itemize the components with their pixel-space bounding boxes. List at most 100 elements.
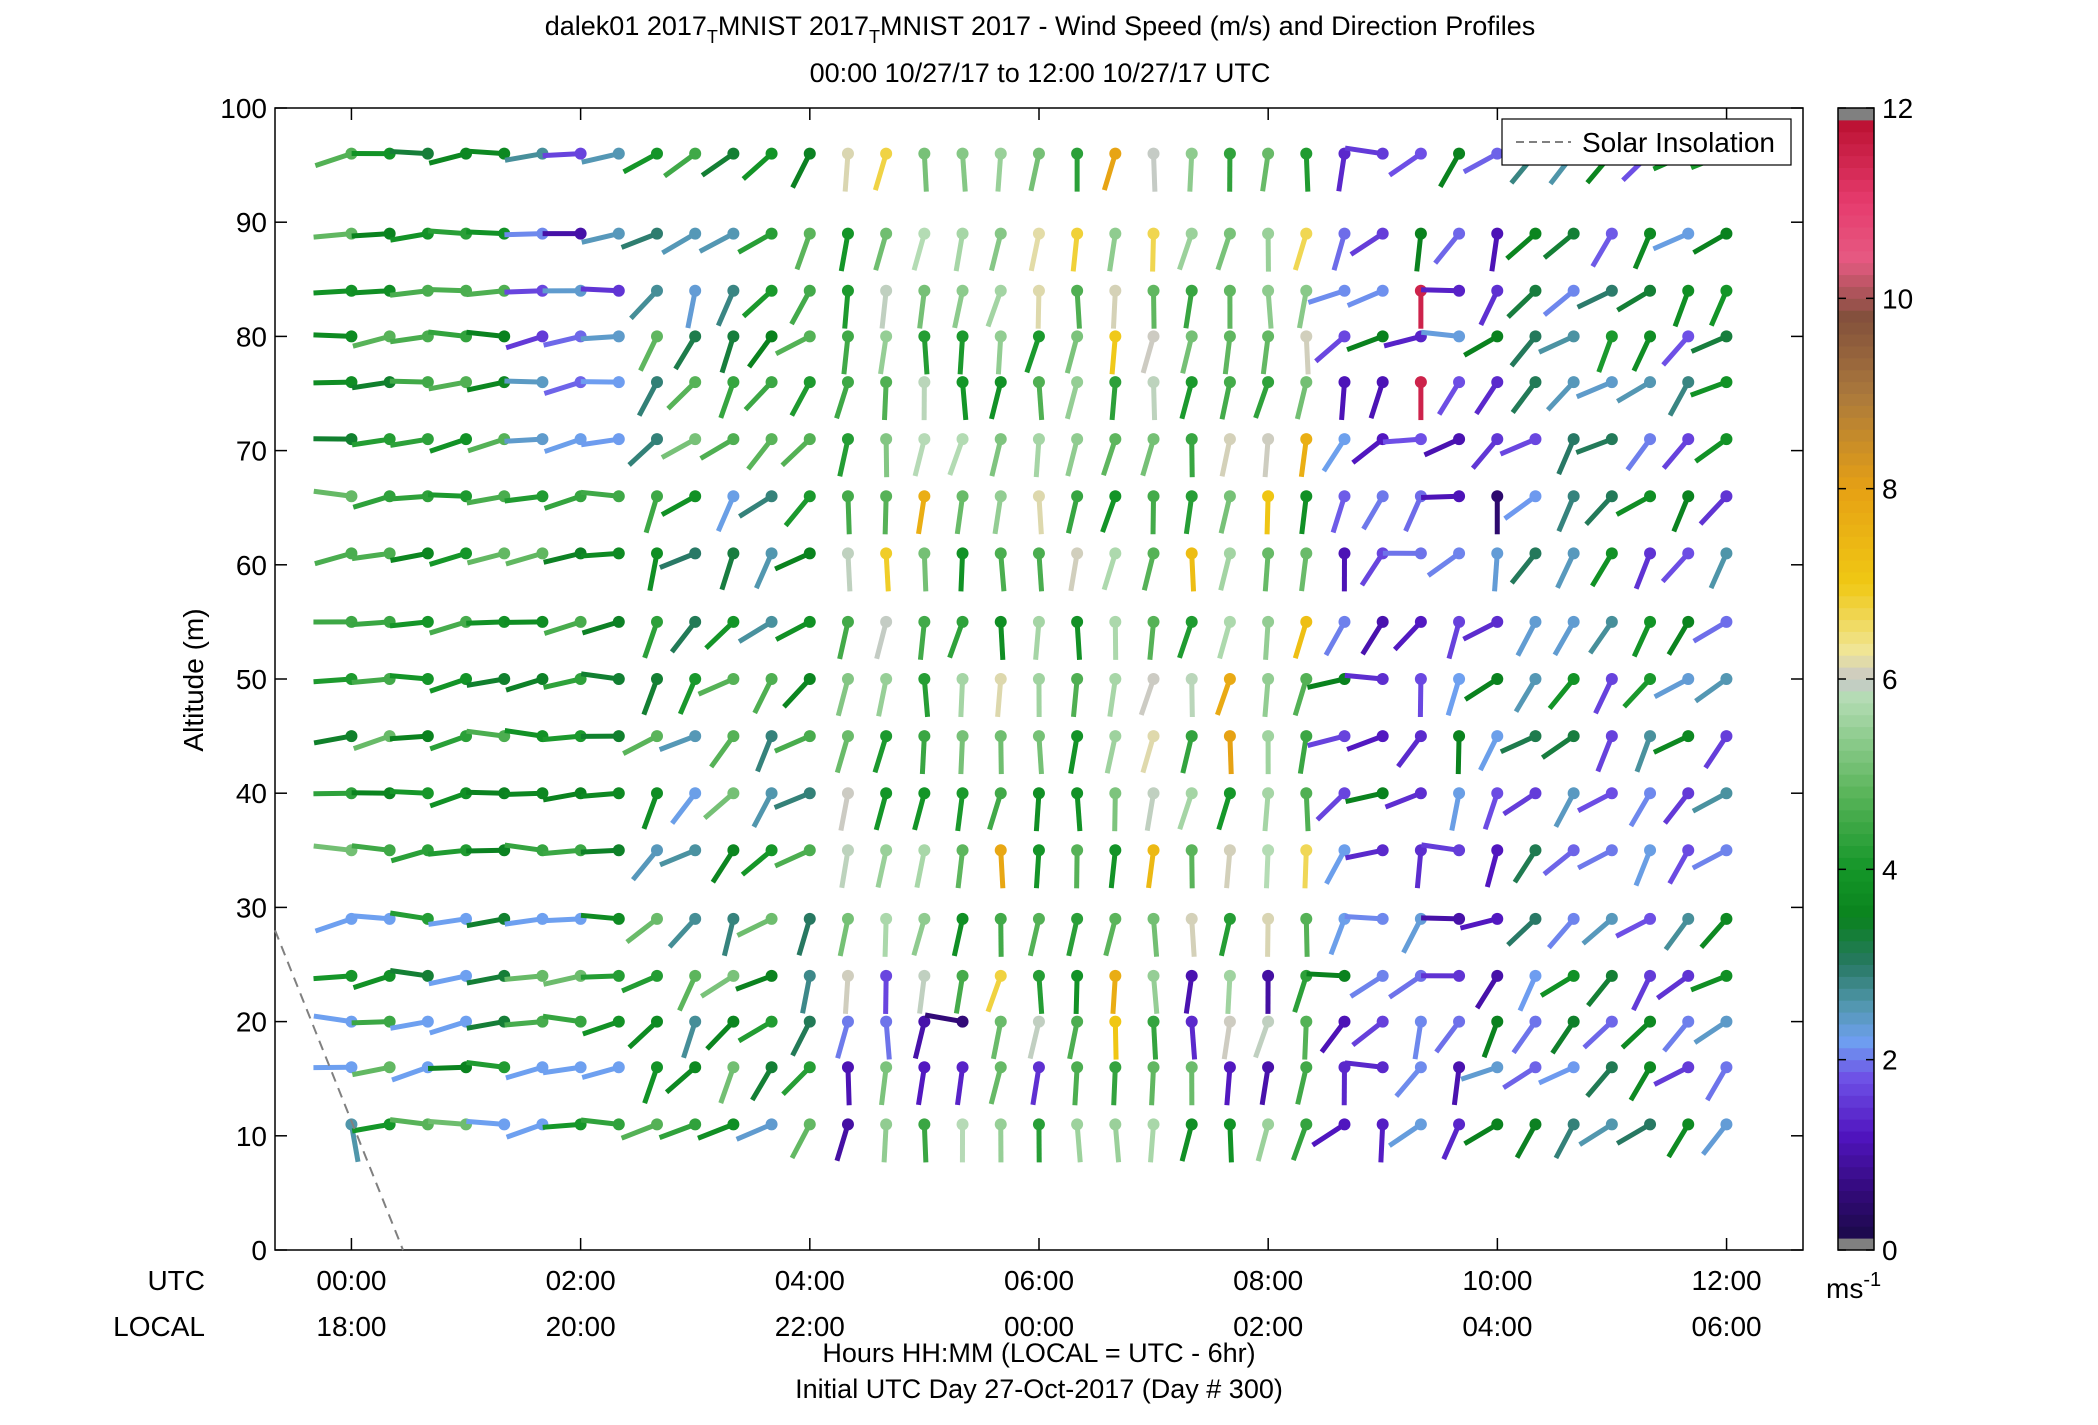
wind-barb-head	[1109, 330, 1122, 343]
wind-barb-head	[1071, 1118, 1084, 1131]
wind-barb-head	[1147, 730, 1160, 743]
wind-barb-shaft	[313, 973, 352, 982]
wind-barb	[839, 844, 854, 889]
wind-barb-shaft	[1584, 494, 1614, 526]
wind-barb-shaft	[313, 790, 352, 797]
wind-barb	[1510, 376, 1542, 414]
wind-barb-head	[1529, 330, 1542, 343]
wind-barb	[1032, 1118, 1045, 1163]
wind-barb	[1359, 547, 1389, 587]
wind-barb-head	[1453, 547, 1466, 560]
wind-barb-head	[765, 1061, 778, 1074]
colorbar-segment	[1838, 1047, 1874, 1061]
wind-barb-head	[1262, 330, 1275, 343]
wind-barb-head	[1185, 433, 1198, 446]
wind-barb-head	[1262, 376, 1275, 389]
wind-barb	[790, 1015, 816, 1057]
wind-barb	[1028, 147, 1045, 192]
wind-barb-head	[1185, 673, 1198, 685]
wind-barb-head	[1682, 433, 1695, 446]
wind-barb-shaft	[1259, 1066, 1271, 1106]
wind-barb-shaft	[1699, 917, 1729, 949]
wind-barb	[643, 490, 663, 534]
wind-barb-shaft	[1556, 438, 1576, 476]
wind-barb-shaft	[1146, 849, 1156, 889]
wind-barb	[1032, 284, 1045, 329]
wind-barb-shaft	[660, 494, 697, 517]
wind-barb	[1421, 329, 1466, 343]
wind-barb-head	[1491, 1118, 1504, 1131]
wind-barb	[1147, 490, 1160, 535]
wind-barb-shaft	[1546, 917, 1576, 950]
wind-barb-shaft	[542, 973, 582, 987]
colorbar-segment	[1838, 108, 1874, 121]
wind-barb	[956, 1118, 969, 1163]
wind-barb-head	[1185, 844, 1198, 857]
wind-barb	[622, 730, 663, 756]
wind-barb	[737, 227, 778, 255]
wind-barb-shaft	[1033, 793, 1042, 832]
wind-barb-shaft	[627, 437, 659, 467]
wind-barb-head	[1223, 730, 1236, 743]
wind-barb-head	[1682, 1015, 1695, 1028]
wind-barb-shaft	[1074, 793, 1083, 832]
wind-barb	[1576, 787, 1618, 813]
wind-barb-shaft	[630, 848, 659, 882]
wind-barb	[737, 1015, 778, 1044]
wind-barb-head	[803, 547, 816, 560]
wind-barb-shaft	[1540, 734, 1576, 760]
wind-barb-shaft	[669, 620, 698, 654]
wind-barb-shaft	[641, 678, 660, 716]
wind-barb-shaft	[313, 332, 352, 339]
wind-barb-shaft	[1344, 847, 1384, 861]
wind-barb-shaft	[581, 151, 620, 165]
wind-barb	[1185, 147, 1198, 192]
wind-barb-shaft	[1652, 231, 1690, 252]
wind-barb-head	[1262, 673, 1275, 685]
wind-barb	[1698, 490, 1733, 526]
wind-barb	[956, 730, 969, 775]
wind-barb-shaft	[1652, 733, 1690, 755]
wind-barb	[622, 147, 663, 175]
wind-barb	[664, 1061, 702, 1095]
wind-barb-shaft	[1344, 1060, 1383, 1070]
colorbar-segment	[1838, 679, 1874, 692]
wind-barb-shaft	[543, 550, 582, 565]
wind-barb-head	[1338, 227, 1351, 240]
wind-barb-head	[650, 433, 663, 446]
wind-barb-head	[574, 1061, 587, 1074]
wind-barb	[428, 969, 473, 987]
wind-barb	[1344, 1060, 1389, 1074]
wind-barb-shaft	[659, 847, 697, 868]
wind-barb	[313, 488, 358, 503]
wind-barb-shaft	[958, 678, 966, 718]
colorbar-segment	[1838, 179, 1874, 192]
wind-barb-head	[460, 433, 473, 446]
wind-barb-head	[1720, 330, 1733, 343]
wind-barb	[1421, 490, 1466, 503]
wind-barb-head	[918, 330, 931, 343]
wind-barb-shaft	[1065, 495, 1080, 534]
y-tick-label: 50	[236, 664, 267, 695]
wind-barb-head	[612, 969, 625, 982]
wind-barb	[1255, 1118, 1275, 1162]
colorbar-segment	[1838, 1178, 1874, 1192]
wind-barb-head	[1682, 284, 1695, 297]
wind-barb	[1147, 147, 1160, 192]
wind-barb-head	[727, 376, 740, 389]
wind-barb-shaft	[1384, 790, 1422, 810]
wind-barb	[389, 968, 434, 982]
wind-barb-head	[1529, 730, 1542, 743]
wind-barb-shaft	[658, 1122, 697, 1140]
wind-barb	[1065, 490, 1084, 534]
wind-barb-shaft	[1033, 439, 1042, 478]
wind-barb-shaft	[1586, 974, 1614, 1008]
wind-barb-shaft	[1036, 735, 1044, 775]
wind-barb-head	[612, 730, 625, 743]
wind-barb	[703, 787, 740, 820]
wind-barb	[1032, 787, 1045, 832]
wind-barb	[1147, 1061, 1160, 1106]
wind-barb-head	[880, 147, 893, 160]
wind-barb-shaft	[780, 437, 812, 468]
wind-barb-head	[727, 547, 740, 560]
